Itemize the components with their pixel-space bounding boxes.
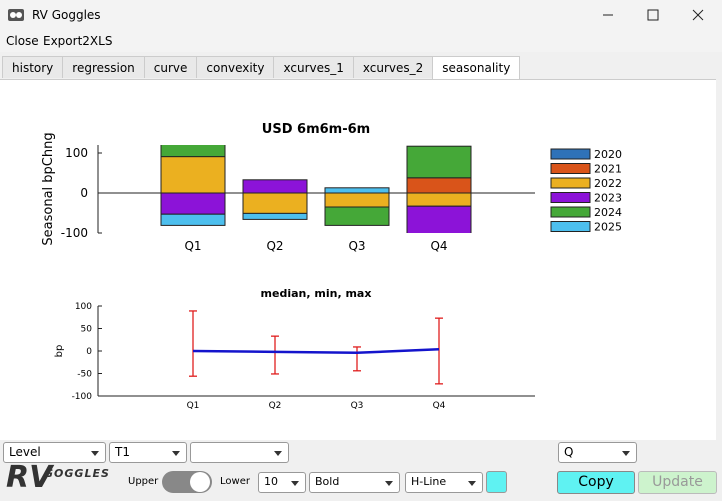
legend-label: 2020 [594,148,622,161]
legend-label: 2025 [594,221,622,234]
legend-label: 2024 [594,206,622,219]
y-axis-label: Seasonal bpChng [41,132,56,245]
charts: USD 6m6m-6m Seasonal bpChng -100 0 100 Q1 Q2 Q3… [41,122,622,411]
window-controls[interactable] [590,0,722,30]
bar-segment [242,179,308,194]
color-button[interactable] [486,471,507,493]
tab[interactable]: seasonality [432,56,521,80]
x-tick-label: Q4 [430,239,447,253]
bar-segment [406,205,472,233]
bar-segment [406,192,472,207]
lower-label: Lower [220,476,250,487]
y-tick-label: -100 [61,226,88,240]
error-bar [353,346,361,372]
y-tick-label: -50 [77,370,92,380]
y-tick-label: 0 [86,347,92,357]
y-tick-label: 100 [65,146,88,160]
copy-button[interactable]: Copy [557,471,635,494]
y-tick-label: 0 [80,186,88,200]
blank-dropdown[interactable] [190,442,289,463]
bar-segment [324,206,390,226]
logo-sub: GOGGLES [44,467,110,480]
menu-item[interactable]: Close [6,34,39,48]
chart-title: median, min, max [261,287,372,300]
tab[interactable]: convexity [196,56,275,78]
y-axis-label: bp [54,345,65,358]
tab[interactable]: xcurves_1 [273,56,354,78]
menu-item[interactable]: Export2XLS [43,34,113,48]
legend-swatch [550,177,591,189]
legend-swatch [550,206,591,218]
legend-swatch [550,148,591,160]
x-tick-label: Q1 [187,401,200,411]
weight-dropdown[interactable]: Bold [309,472,400,493]
window-title: RV Goggles [32,8,101,22]
error-bar [435,317,443,385]
x-tick-label: Q3 [348,239,365,253]
legend-swatch [550,163,591,174]
y-tick-label: 100 [75,302,92,312]
legend-label: 2021 [594,163,622,176]
tab[interactable]: regression [62,56,145,78]
x-tick-label: Q1 [184,239,201,253]
bar-segment [324,192,390,208]
toggle[interactable] [162,471,212,493]
x-tick-label: Q2 [266,239,283,253]
bar-segment [406,177,472,194]
tenor-dropdown[interactable]: T1 [109,442,187,463]
legend-swatch [550,221,591,232]
title-bar: RV Goggles [0,0,722,30]
content-panel [0,79,716,440]
legend-label: 2023 [594,192,622,205]
logo: RV [6,460,53,495]
bar-segment [160,156,226,194]
bar-segment [242,212,308,220]
menu-bar: Close Export2XLS [0,30,722,52]
median-line [192,347,440,355]
bar-segment [324,187,390,194]
x-tick-label: Q4 [433,401,446,411]
tab[interactable]: curve [143,56,198,78]
measure-dropdown[interactable]: Level [3,442,106,463]
x-tick-label: Q3 [351,401,364,411]
line-style-dropdown[interactable]: H-Line [405,472,483,493]
tab[interactable]: history [2,56,64,78]
legend-swatch [550,192,591,203]
y-tick-label: -100 [72,392,93,402]
bars [160,145,472,233]
upper-label: Upper [128,476,159,487]
size-spinner[interactable]: 10 [258,472,306,493]
tab-strip: history regression curve convexity xcurves_1… [2,56,718,80]
legend-label: 2022 [594,177,622,190]
error-bar [271,335,279,375]
chart-title: USD 6m6m-6m [262,122,370,137]
y-tick-label: 50 [81,325,93,335]
tab[interactable]: xcurves_2 [352,56,434,78]
update-button[interactable]: Update [638,471,717,494]
period-dropdown[interactable]: Q [558,442,637,463]
bar-segment [406,145,472,179]
bar-segment [160,213,226,226]
bar-segment [160,192,226,215]
error-bar [189,310,197,377]
bar-segment [242,192,308,214]
x-tick-label: Q2 [269,401,282,411]
app-icon [8,9,24,21]
bar-segment [160,145,226,158]
